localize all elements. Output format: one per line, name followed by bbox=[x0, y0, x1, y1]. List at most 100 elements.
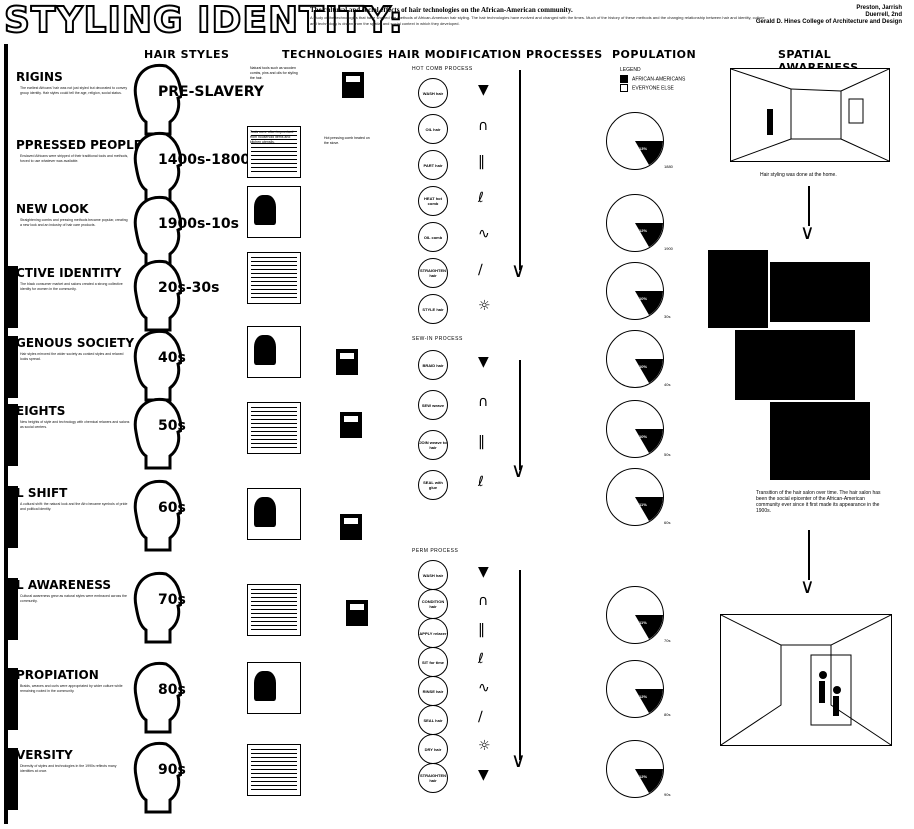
process-step: STRAIGHTEN hair bbox=[418, 763, 448, 793]
author-course: Duerrell, 2nd bbox=[865, 12, 902, 18]
spatial-arrow bbox=[808, 186, 810, 226]
process-step: CONDITION hair bbox=[418, 589, 448, 619]
step-illustration-icon: ℓ bbox=[478, 651, 484, 667]
era-title: VERSITY bbox=[16, 748, 73, 762]
pie-slice bbox=[635, 291, 663, 315]
author-school: Gerald D. Hines College of Architecture … bbox=[755, 19, 902, 25]
step-illustration-icon: ∕ bbox=[478, 709, 483, 725]
step-illustration-icon: ℓ bbox=[478, 474, 484, 490]
process-step: APPLY relaxer bbox=[418, 618, 448, 648]
home-caption: Hair styling was done at the home. bbox=[760, 172, 837, 178]
salon-photo-collage bbox=[770, 262, 870, 322]
era-period: 90s bbox=[158, 762, 186, 778]
era-body: The earliest Africans' hair was not just… bbox=[20, 86, 128, 95]
population-pie: 11% bbox=[606, 586, 664, 644]
step-illustration-icon: ▼ bbox=[478, 564, 489, 580]
era-row: PROPIATION Braids, weaves and curls were … bbox=[8, 661, 308, 738]
era-body: The black consumer market and salons cre… bbox=[20, 282, 123, 291]
head-silhouette-icon bbox=[133, 397, 182, 470]
population-pie: 10% bbox=[606, 330, 664, 388]
step-illustration-icon: ∩ bbox=[478, 394, 489, 410]
col-population: POPULATION bbox=[612, 48, 697, 61]
salon-room-drawing bbox=[720, 614, 892, 746]
arrow-head-icon: ∨ bbox=[800, 574, 815, 598]
technology-note: Hot pressing comb heated on the stove. bbox=[324, 136, 370, 145]
era-title: L SHIFT bbox=[16, 486, 68, 500]
population-pie: 12% bbox=[606, 194, 664, 252]
era-body: Straightening combs and pressing methods… bbox=[20, 218, 128, 227]
step-illustration-icon: ∕ bbox=[478, 262, 483, 278]
technology-thumbnail bbox=[247, 126, 301, 178]
process-step: WASH hair bbox=[418, 560, 448, 590]
thumbnail-image bbox=[251, 257, 297, 299]
population-pie: 11% bbox=[606, 468, 664, 526]
col-hair-styles: HAIR STYLES bbox=[144, 48, 230, 61]
era-title: NEW LOOK bbox=[16, 202, 89, 216]
pie-slice bbox=[635, 429, 663, 453]
hair-tool-icon bbox=[340, 412, 362, 438]
arrow-head-icon: ∨ bbox=[511, 748, 526, 772]
process-step: SEW weave bbox=[418, 390, 448, 420]
era-period: 50s bbox=[158, 418, 186, 434]
pie-slice-label: 10% bbox=[639, 296, 648, 301]
era-body: Enslaved Africans were stripped of their… bbox=[20, 154, 129, 163]
technology-thumbnail bbox=[247, 402, 301, 454]
col-technologies: TECHNOLOGIES bbox=[282, 48, 384, 61]
head-silhouette-icon bbox=[133, 259, 182, 332]
process-step: OIL comb bbox=[418, 222, 448, 252]
perm-arrow bbox=[519, 570, 521, 760]
step-illustration-icon: ▼ bbox=[478, 82, 489, 98]
pie-slice-label: 10% bbox=[639, 364, 648, 369]
thumbnail-image bbox=[251, 589, 297, 631]
technology-thumbnail bbox=[247, 662, 301, 714]
head-silhouette-icon bbox=[133, 479, 182, 552]
pie-year: 80s bbox=[664, 712, 671, 717]
pie-slice-label: 11% bbox=[639, 620, 647, 625]
salon-caption: Transition of the hair salon over time. … bbox=[756, 490, 881, 514]
pie-slice bbox=[635, 689, 663, 713]
process-step: BRAID hair bbox=[418, 350, 448, 380]
pie-slice bbox=[635, 223, 663, 247]
process-step: SEAL hair bbox=[418, 705, 448, 735]
era-marker bbox=[8, 486, 18, 548]
process-step: STRAIGHTEN hair bbox=[418, 258, 448, 288]
pie-year: 1880 bbox=[664, 164, 673, 169]
room-perspective-icon bbox=[730, 68, 890, 162]
salon-photo-collage bbox=[735, 330, 855, 400]
head-silhouette-icon bbox=[133, 571, 182, 644]
pie-slice-label: 12% bbox=[639, 694, 648, 699]
era-period: PRE-SLAVERY bbox=[158, 84, 264, 100]
pie-slice-label: 10% bbox=[639, 434, 648, 439]
era-body: New heights of style and technology with… bbox=[20, 420, 130, 429]
era-marker bbox=[8, 668, 18, 730]
author-block: Preston, Jarrish Duerrell, 2nd Gerald D.… bbox=[756, 5, 902, 26]
era-title: EIGHTS bbox=[16, 404, 66, 418]
technology-thumbnail bbox=[247, 252, 301, 304]
era-body: Cultural awareness grew as natural style… bbox=[20, 594, 127, 603]
black-swatch-icon bbox=[620, 75, 628, 83]
sew-in-arrow bbox=[519, 360, 521, 470]
era-period: 80s bbox=[158, 682, 186, 698]
technology-thumbnail bbox=[247, 326, 301, 378]
arrow-head-icon: ∨ bbox=[511, 458, 526, 482]
technology-note: Tools were often improvised from househo… bbox=[250, 130, 294, 144]
pie-year: 40s bbox=[664, 382, 671, 387]
era-body: Hair styles mirrored the wider society a… bbox=[20, 352, 124, 361]
legend-title: LEGEND bbox=[620, 67, 641, 73]
hair-tool-icon bbox=[342, 72, 364, 98]
pie-slice-label: 11% bbox=[639, 502, 647, 507]
era-title: GENOUS SOCIETY bbox=[16, 336, 135, 350]
hot-comb-label: HOT COMB PROCESS bbox=[412, 66, 473, 72]
era-row: PPRESSED PEOPLES Enslaved Africans were s… bbox=[8, 131, 308, 208]
pie-slice bbox=[635, 141, 663, 165]
era-period: 1400s-1800s bbox=[158, 152, 259, 168]
pie-slice bbox=[635, 497, 663, 521]
pie-year: 1900 bbox=[664, 246, 673, 251]
era-title: RIGINS bbox=[16, 70, 63, 84]
era-period: 20s-30s bbox=[158, 280, 220, 296]
era-marker bbox=[8, 578, 18, 640]
pie-slice bbox=[635, 615, 663, 639]
spatial-arrow bbox=[808, 530, 810, 580]
white-swatch-icon bbox=[620, 84, 628, 93]
hair-tool-icon bbox=[346, 600, 368, 626]
